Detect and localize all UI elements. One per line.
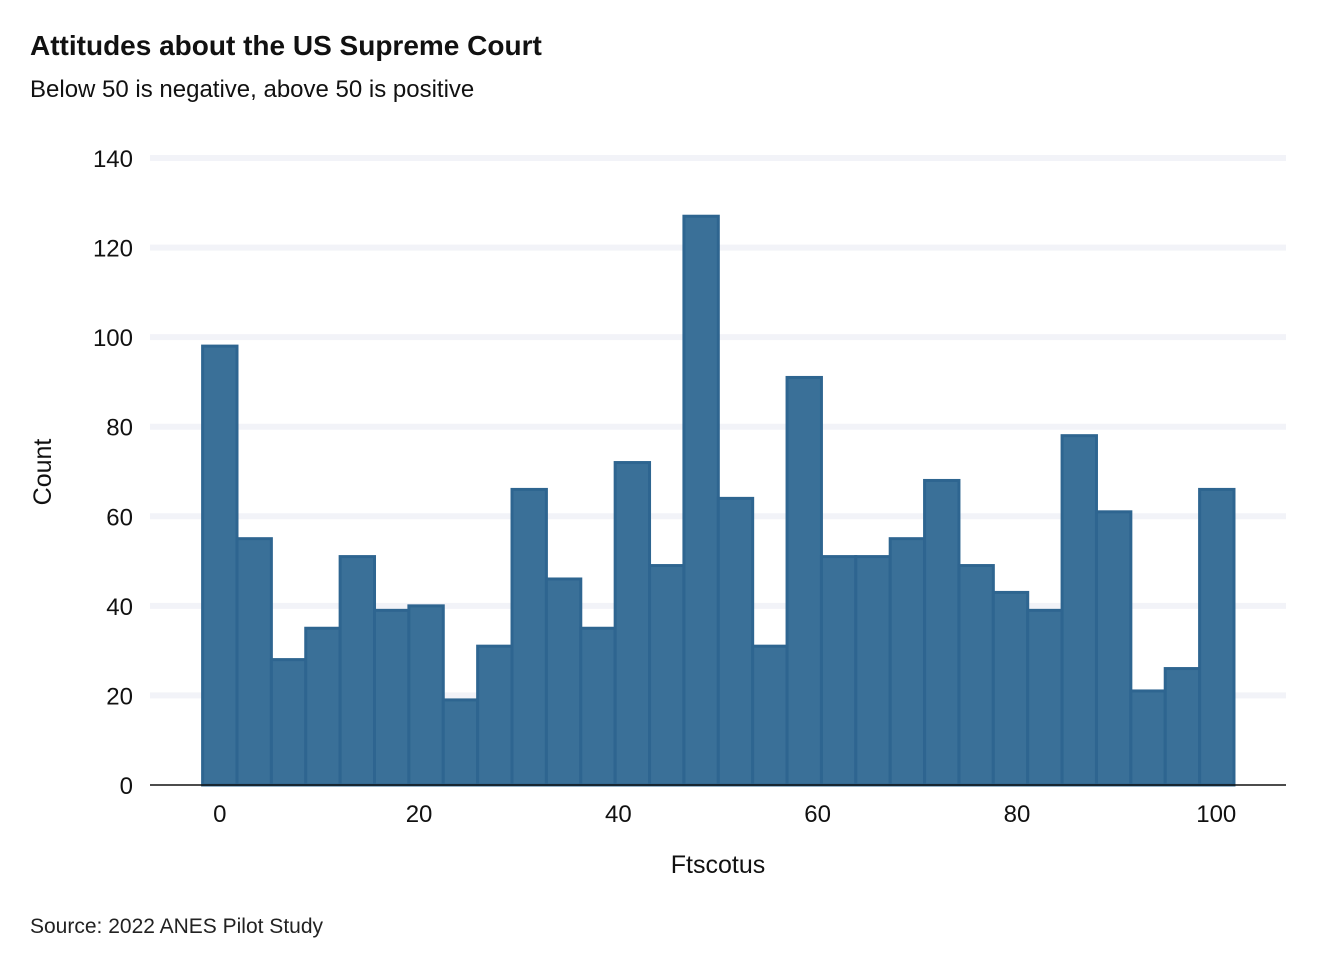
x-axis-label: Ftscotus [671,851,765,879]
histogram-bar [957,564,995,787]
y-tick-labels: 0 20 40 60 80 100 120 140 [93,146,133,800]
histogram-bar [373,608,411,787]
y-tick-label: 20 [106,683,133,710]
histogram-bar [269,658,308,787]
y-tick-label: 120 [93,236,133,263]
x-tick-label: 0 [213,801,226,828]
histogram-bar [1129,689,1167,787]
x-tick-label: 40 [605,801,632,828]
x-tick-label: 20 [406,801,433,828]
histogram-bar [751,644,789,787]
histogram-bar [441,698,480,787]
x-tick-labels: 0 20 40 60 80 100 [213,801,1236,828]
histogram-bar [235,537,273,787]
histogram-bar [510,487,548,787]
bars [201,214,1236,787]
histogram-bar [785,375,823,787]
histogram-bar [716,496,755,787]
x-tick-label: 60 [804,801,831,828]
y-tick-label: 40 [106,594,133,621]
histogram-bar [1026,608,1064,787]
y-tick-label: 80 [106,415,133,442]
histogram-bar [201,344,239,787]
histogram-bar [888,537,927,787]
histogram-bar [476,644,514,787]
x-tick-label: 100 [1196,801,1236,828]
y-tick-label: 0 [120,773,133,800]
histogram-bar [682,214,720,787]
y-axis-label: Count [29,439,57,506]
histogram-bar [819,555,858,787]
histogram-bar [304,626,342,787]
histogram-bar [338,555,377,787]
chart-title: Attitudes about the US Supreme Court [30,30,542,61]
histogram-bar [579,626,617,787]
histogram-bar [991,590,1030,787]
x-tick-label: 80 [1004,801,1031,828]
histogram-bar [648,564,686,787]
histogram-bar [613,461,652,787]
histogram-bar [923,478,961,787]
histogram-bar [1094,510,1133,787]
histogram-bar [1198,487,1236,787]
histogram-bar [854,555,892,787]
y-tick-label: 100 [93,325,133,352]
y-tick-label: 140 [93,146,133,173]
histogram-bar [1163,667,1202,787]
y-tick-label: 60 [106,504,133,531]
histogram-bar [544,577,583,787]
source-caption: Source: 2022 ANES Pilot Study [30,915,324,938]
chart-subtitle: Below 50 is negative, above 50 is positi… [30,76,474,103]
histogram-bar [407,604,445,787]
histogram-bar [1060,434,1098,787]
